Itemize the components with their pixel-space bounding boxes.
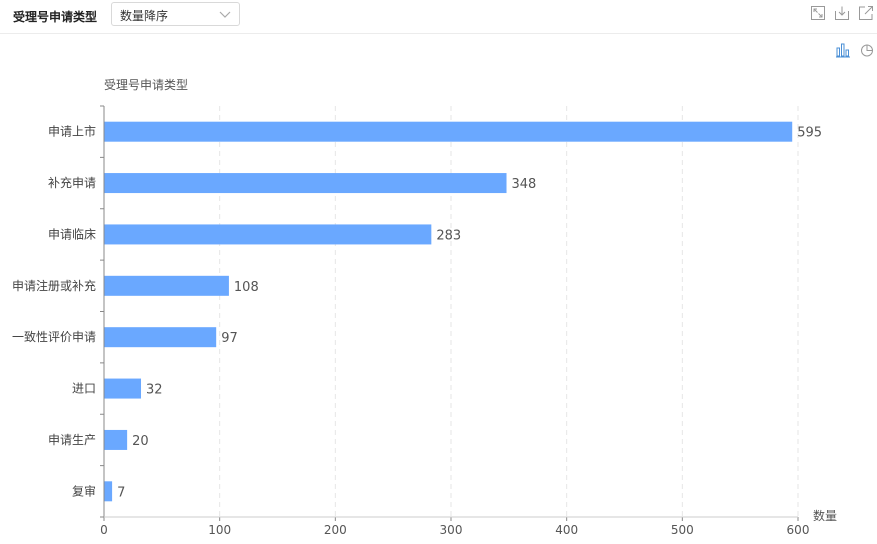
bar-value-label: 348: [512, 177, 537, 192]
bar-value-label: 32: [146, 383, 163, 398]
sort-select[interactable]: 数量降序: [111, 2, 240, 26]
sort-select-value: 数量降序: [120, 9, 169, 23]
chevron-down-icon: [219, 11, 231, 18]
bar-value-label: 283: [436, 228, 461, 243]
x-tick-label: 200: [324, 523, 347, 537]
download-icon[interactable]: [834, 5, 850, 21]
x-tick-label: 100: [208, 523, 231, 537]
x-tick-label: 600: [787, 523, 810, 537]
y-category-label: 申请临床: [48, 227, 96, 241]
bar-value-label: 20: [132, 434, 149, 449]
bar[interactable]: [104, 275, 229, 296]
y-category-label: 复审: [72, 483, 96, 498]
x-tick-label: 0: [100, 523, 108, 537]
bar[interactable]: [104, 378, 142, 399]
bar-value-label: 595: [797, 126, 822, 141]
expand-icon[interactable]: [810, 5, 826, 21]
y-axis-title: 受理号申请类型: [104, 78, 188, 92]
bar[interactable]: [104, 173, 507, 194]
bar[interactable]: [104, 327, 217, 348]
pie-chart-icon[interactable]: [859, 42, 875, 58]
x-axis-title: 数量: [813, 508, 837, 523]
bar[interactable]: [104, 429, 128, 450]
x-tick-label: 300: [440, 523, 463, 537]
x-tick-label: 400: [555, 523, 578, 537]
open-external-icon[interactable]: [858, 5, 874, 21]
y-category-label: 申请注册或补充: [12, 278, 96, 293]
bar[interactable]: [104, 224, 432, 245]
page-title: 受理号申请类型: [13, 10, 98, 24]
bar-value-label: 7: [117, 485, 125, 500]
x-tick-label: 500: [671, 523, 694, 537]
bar[interactable]: [104, 121, 793, 142]
y-category-label: 申请生产: [48, 433, 96, 447]
y-category-label: 补充申请: [48, 175, 96, 190]
y-category-label: 进口: [72, 382, 96, 396]
bar[interactable]: [104, 481, 113, 502]
chart-header: 受理号申请类型 数量降序: [0, 0, 877, 34]
bar-value-label: 108: [234, 280, 259, 295]
bar-chart-icon[interactable]: [835, 42, 851, 58]
y-category-label: 一致性评价申请: [12, 330, 96, 344]
y-category-label: 申请上市: [48, 124, 96, 139]
bar-value-label: 97: [221, 331, 238, 346]
